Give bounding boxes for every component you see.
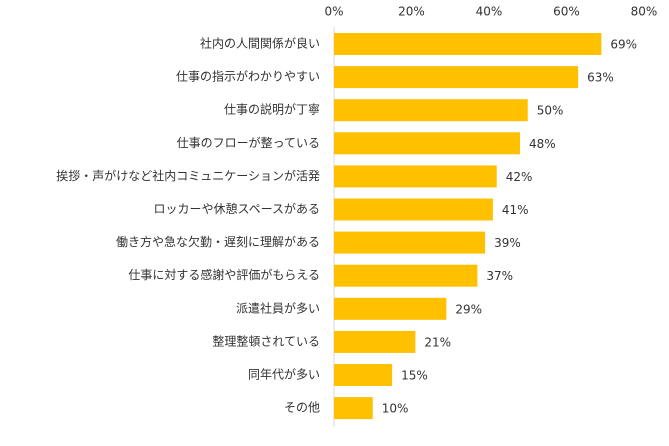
data-label: 50% xyxy=(537,104,564,118)
category-label: ロッカーや休憩スペースがある xyxy=(153,201,320,216)
data-label: 37% xyxy=(486,269,513,283)
category-label: 挨拶・声がけなど社内コミュニケーションが活発 xyxy=(56,168,320,183)
category-label: 整理整頓されている xyxy=(212,333,320,348)
category-label: 仕事の指示がわかりやすい xyxy=(176,69,320,84)
x-tick-label: 60% xyxy=(553,5,580,19)
category-label: 仕事のフローが整っている xyxy=(177,135,320,150)
x-tick-label: 20% xyxy=(398,5,425,19)
category-label: 社内の人間関係が良い xyxy=(200,36,320,51)
data-label: 41% xyxy=(502,203,529,217)
category-label: 仕事に対する感謝や評価がもらえる xyxy=(128,267,320,282)
bar xyxy=(334,99,528,122)
category-label: 同年代が多い xyxy=(248,367,320,382)
data-label: 21% xyxy=(424,335,451,349)
bar xyxy=(334,330,416,353)
bar xyxy=(334,198,493,221)
data-label: 69% xyxy=(610,38,637,52)
data-label: 42% xyxy=(506,170,533,184)
data-label: 39% xyxy=(494,236,521,250)
bar xyxy=(334,264,478,287)
bar xyxy=(334,397,373,420)
category-label: 仕事の説明が丁寧 xyxy=(224,102,320,117)
data-label: 29% xyxy=(455,302,482,316)
category-labels: 社内の人間関係が良い仕事の指示がわかりやすい仕事の説明が丁寧仕事のフローが整って… xyxy=(56,36,320,415)
x-tick-label: 0% xyxy=(324,5,343,19)
bars xyxy=(334,33,602,420)
data-label: 63% xyxy=(587,71,614,85)
bar xyxy=(334,364,393,386)
category-label: 派遣社員が多い xyxy=(236,300,320,315)
data-label: 48% xyxy=(529,137,556,151)
bar xyxy=(334,33,602,55)
x-axis: 0% 20% 40% 60% 80% xyxy=(324,5,657,428)
x-tick-label: 80% xyxy=(631,5,658,19)
bar xyxy=(334,297,447,320)
category-label: その他 xyxy=(284,401,320,415)
x-tick-label: 40% xyxy=(476,5,503,19)
bar xyxy=(334,231,486,254)
bar xyxy=(334,66,579,89)
data-labels: 69% 63% 50% 48% 42% 41% 39% 37% 29% 21% 15% 10% xyxy=(382,38,637,416)
data-label: 10% xyxy=(382,402,409,416)
bar xyxy=(334,132,520,155)
category-label: 働き方や急な欠勤・遅刻に理解がある xyxy=(116,234,320,249)
data-label: 15% xyxy=(401,369,428,383)
bar xyxy=(334,165,497,188)
